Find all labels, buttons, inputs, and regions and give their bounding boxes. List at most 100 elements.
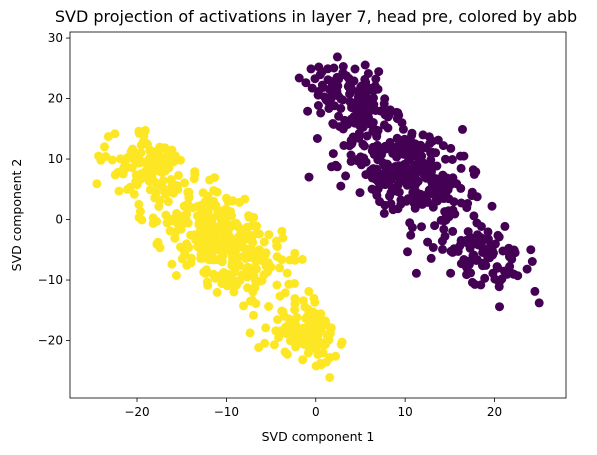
point-yellow	[310, 316, 320, 326]
point-yellow	[306, 330, 316, 340]
point-purple	[363, 69, 373, 78]
point-yellow	[223, 227, 233, 237]
y-tick-label: −10	[38, 273, 63, 287]
point-yellow	[244, 211, 254, 221]
point-yellow	[259, 237, 269, 247]
point-purple	[430, 174, 440, 184]
chart-title: SVD projection of activations in layer 7…	[55, 7, 577, 26]
point-yellow	[182, 209, 192, 219]
point-purple	[389, 165, 399, 175]
point-purple	[441, 154, 450, 164]
point-purple	[421, 173, 431, 183]
point-purple	[488, 268, 498, 278]
point-purple	[458, 124, 467, 134]
point-purple	[334, 111, 344, 121]
point-yellow	[297, 254, 307, 264]
point-yellow	[229, 287, 239, 297]
point-yellow	[189, 174, 199, 184]
point-purple	[411, 173, 420, 183]
point-yellow	[242, 267, 252, 277]
point-purple	[371, 187, 381, 197]
point-yellow	[212, 187, 222, 197]
point-purple	[483, 234, 493, 244]
point-yellow	[280, 288, 290, 298]
point-yellow	[163, 197, 173, 207]
point-purple	[446, 268, 456, 278]
point-yellow	[269, 340, 279, 350]
point-yellow	[251, 276, 260, 286]
point-purple	[312, 134, 322, 143]
point-purple	[418, 130, 428, 140]
point-purple	[303, 106, 313, 116]
point-yellow	[183, 218, 193, 228]
point-purple	[385, 137, 395, 147]
point-purple	[388, 205, 398, 215]
point-yellow	[190, 167, 200, 177]
point-purple	[431, 148, 441, 158]
point-yellow	[250, 263, 260, 273]
x-axis-label: SVD component 1	[262, 429, 375, 444]
point-yellow	[186, 258, 196, 268]
point-yellow	[177, 254, 187, 264]
point-purple	[383, 123, 393, 133]
point-yellow	[118, 168, 128, 177]
point-yellow	[173, 220, 183, 230]
point-yellow	[248, 287, 258, 297]
point-purple	[400, 162, 410, 172]
point-yellow	[184, 193, 194, 203]
point-purple	[446, 143, 456, 153]
point-purple	[448, 173, 458, 183]
point-yellow	[134, 128, 144, 138]
point-yellow	[278, 307, 288, 317]
point-purple	[407, 128, 417, 138]
point-yellow	[161, 210, 171, 220]
point-purple	[317, 80, 327, 90]
point-purple	[348, 132, 358, 142]
point-purple	[379, 99, 389, 109]
point-purple	[371, 125, 381, 135]
point-purple	[423, 197, 433, 207]
point-yellow	[218, 251, 228, 261]
point-yellow	[172, 208, 182, 218]
y-tick-label: −20	[38, 334, 63, 348]
point-purple	[363, 108, 373, 118]
point-purple	[294, 73, 304, 83]
point-purple	[365, 119, 375, 129]
point-purple	[398, 140, 408, 150]
point-yellow	[107, 155, 117, 165]
point-purple	[328, 83, 338, 93]
point-yellow	[217, 270, 227, 280]
point-purple	[411, 268, 421, 278]
point-yellow	[272, 280, 282, 290]
point-yellow	[154, 166, 164, 176]
point-purple	[505, 252, 514, 262]
point-yellow	[145, 185, 155, 195]
point-yellow	[245, 328, 255, 338]
point-yellow	[172, 180, 182, 190]
point-yellow	[223, 197, 233, 206]
point-purple	[346, 150, 356, 160]
point-purple	[371, 74, 381, 84]
point-yellow	[292, 312, 302, 322]
point-purple	[444, 212, 454, 222]
point-purple	[448, 226, 458, 236]
point-purple	[419, 165, 429, 175]
point-yellow	[234, 239, 244, 249]
point-yellow	[206, 213, 216, 223]
point-purple	[336, 181, 346, 191]
point-yellow	[94, 151, 104, 161]
point-yellow	[168, 157, 178, 167]
y-axis-label: SVD component 2	[9, 159, 24, 272]
point-purple	[392, 152, 402, 162]
point-purple	[456, 198, 466, 208]
point-purple	[447, 155, 457, 164]
point-yellow	[176, 242, 185, 252]
point-yellow	[166, 175, 176, 184]
point-purple	[355, 188, 365, 198]
point-purple	[469, 211, 479, 221]
point-purple	[374, 67, 384, 77]
point-yellow	[290, 279, 299, 288]
point-yellow	[158, 176, 168, 185]
point-yellow	[203, 191, 213, 201]
point-purple	[366, 98, 376, 108]
